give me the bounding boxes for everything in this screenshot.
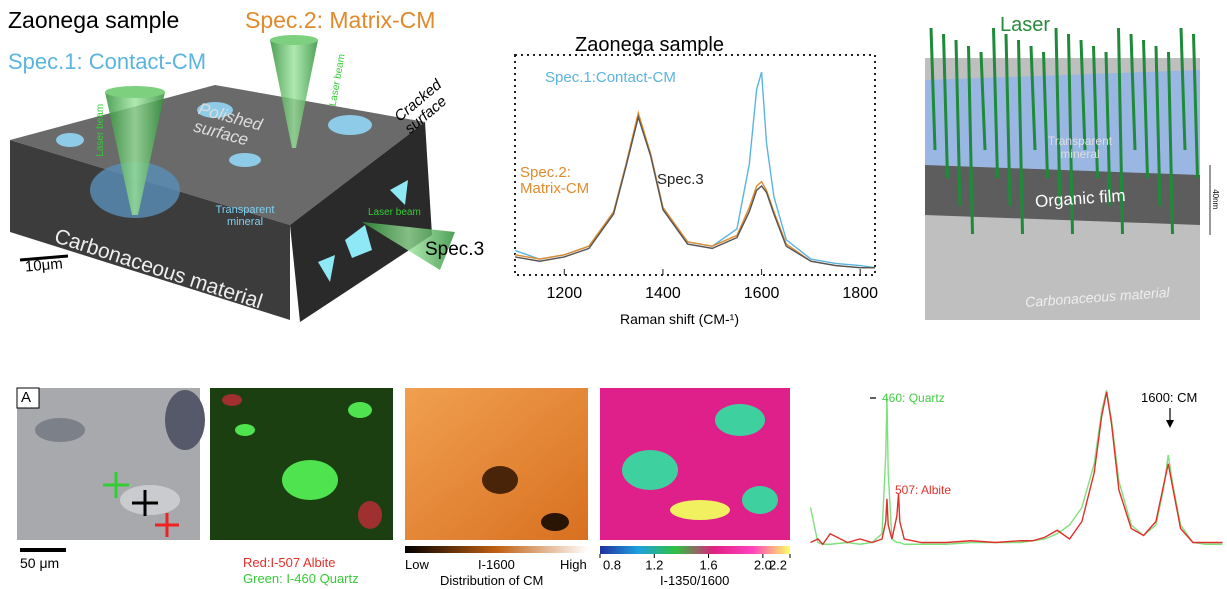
- text: Laser beam: [96, 104, 107, 157]
- colorbar-label: I-1350/1600: [660, 574, 729, 588]
- patch: [670, 500, 730, 520]
- text: Laser: [1000, 15, 1050, 36]
- text: High: [560, 558, 587, 572]
- chart-title: Zaonega sample: [575, 35, 724, 56]
- x-tick-label: 1600: [744, 285, 780, 302]
- series-line: [810, 392, 1222, 544]
- annotation: 507: Albite: [895, 484, 951, 497]
- schematic: [10, 35, 455, 322]
- series-label: Spec.3: [657, 172, 704, 188]
- series-label: Spec.2: Matrix-CM: [520, 165, 600, 197]
- panel-label: A: [21, 390, 31, 406]
- laser-cone: [105, 86, 165, 98]
- text: 40nm: [1211, 189, 1219, 209]
- x-axis-label: Raman shift (CM-¹): [620, 312, 739, 327]
- text: 10μm: [24, 256, 63, 275]
- text: Spec.1: Contact-CM: [8, 50, 206, 73]
- x-tick-label: 1200: [547, 285, 583, 302]
- text: Distribution of CM: [440, 574, 543, 588]
- text: I-1600: [478, 558, 515, 572]
- annotation: 1600: CM: [1141, 391, 1197, 405]
- quartz-grain: [282, 460, 338, 500]
- text: Laser beam: [368, 208, 421, 219]
- text: Red:I-507 Albite: [243, 556, 336, 570]
- laser-cone: [270, 35, 318, 45]
- dark-patch: [541, 513, 569, 531]
- text: Spec.3: [425, 240, 484, 260]
- text: Green: I-460 Quartz: [243, 572, 359, 586]
- figure: 12001400160018000.81.21.62.02.2 Zaonega …: [0, 0, 1227, 589]
- colorbar-tick-label: 0.8: [603, 557, 621, 572]
- arrowhead: [1166, 420, 1174, 428]
- annotation: 460: Quartz: [882, 392, 945, 405]
- colorbar: [405, 546, 588, 553]
- patch: [715, 404, 765, 436]
- grain: [35, 418, 85, 442]
- series-label: Spec.1:Contact-CM: [545, 70, 676, 86]
- patch: [622, 450, 678, 490]
- film-diagram: [925, 28, 1210, 320]
- text: Zaonega sample: [8, 8, 179, 32]
- albite-grain: [222, 394, 242, 406]
- quartz-grain: [348, 402, 372, 418]
- blob: [56, 133, 84, 147]
- text: 50 μm: [20, 556, 59, 571]
- colorbar-tick-label: 1.6: [700, 557, 718, 572]
- text: Transparent mineral: [1040, 135, 1120, 160]
- text: Low: [405, 558, 429, 572]
- maps: [17, 388, 1174, 554]
- blob: [229, 153, 261, 167]
- blob: [328, 115, 372, 135]
- dark-patch: [482, 466, 518, 494]
- series-line: [810, 390, 1222, 544]
- x-tick-label: 1800: [842, 285, 878, 302]
- colorbar-tick-label: 2.2: [769, 557, 787, 572]
- grain: [120, 485, 180, 515]
- grain: [165, 390, 205, 450]
- patch: [742, 486, 778, 514]
- text: Transparent mineral: [210, 205, 280, 228]
- albite-grain: [358, 501, 382, 529]
- x-tick-label: 1400: [645, 285, 681, 302]
- text: Spec.2: Matrix-CM: [245, 8, 435, 32]
- colorbar-tick-label: 1.2: [645, 557, 663, 572]
- quartz-grain: [235, 424, 255, 436]
- colorbar: [600, 546, 790, 554]
